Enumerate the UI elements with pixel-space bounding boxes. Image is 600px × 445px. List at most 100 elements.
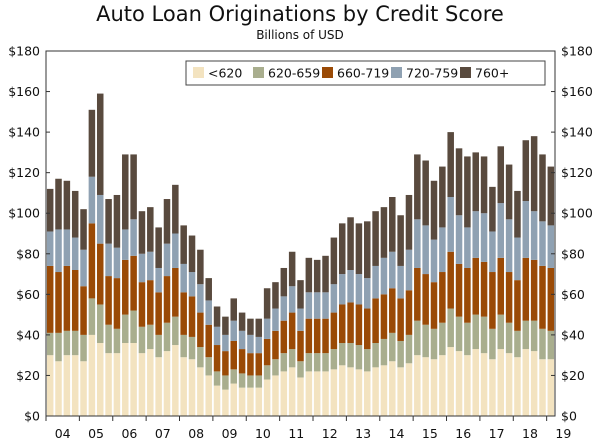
bar-segment-2018Q1-series-4 xyxy=(514,190,521,238)
bar-segment-2015Q1-series-4 xyxy=(414,154,421,220)
bar-segment-2013Q4-series-2 xyxy=(372,298,379,343)
bar-segment-2005Q4-series-3 xyxy=(105,243,112,277)
x-tick-label: 11 xyxy=(288,426,304,441)
legend-swatch-4 xyxy=(460,67,471,78)
bar-segment-2009Q4-series-1 xyxy=(238,373,246,388)
bar-segment-2009Q2-series-1 xyxy=(222,375,229,390)
bar-segment-2011Q2-series-4 xyxy=(288,251,296,287)
bar-segment-2007Q4-series-0 xyxy=(172,345,179,416)
bar-segment-2005Q2-series-1 xyxy=(88,298,96,335)
bar-segment-2008Q3-series-0 xyxy=(197,367,204,416)
bar-segment-2014Q2-series-3 xyxy=(389,251,396,289)
bar-segment-2016Q2-series-2 xyxy=(455,263,463,317)
chart-title: Auto Loan Originations by Credit Score xyxy=(96,2,504,26)
bar-segment-2009Q3-series-2 xyxy=(230,340,237,370)
bar-segment-2017Q1-series-0 xyxy=(480,353,488,416)
bar-segment-2016Q3-series-1 xyxy=(464,322,471,356)
y-tick-label-right: $120 xyxy=(561,165,593,180)
bar-segment-2013Q3-series-1 xyxy=(364,349,371,372)
x-tick-label: 04 xyxy=(55,426,71,441)
bar-segment-2017Q3-series-4 xyxy=(497,146,505,204)
bar-segment-2012Q2-series-4 xyxy=(322,255,329,293)
bar-segment-2012Q4-series-0 xyxy=(338,365,346,416)
bar-segment-2019Q1-series-4 xyxy=(547,166,555,226)
bar-segment-2004Q1-series-4 xyxy=(46,188,54,232)
chart-subtitle: Billions of USD xyxy=(256,28,344,42)
bar-segment-2019Q1-series-1 xyxy=(547,330,555,360)
bar-segment-2014Q1-series-3 xyxy=(380,257,388,295)
bar-segment-2011Q2-series-0 xyxy=(288,367,296,416)
bar-segment-2007Q3-series-4 xyxy=(163,199,171,244)
bar-segment-2016Q4-series-3 xyxy=(472,211,479,258)
bar-segment-2018Q3-series-2 xyxy=(530,259,538,321)
y-tick-label-right: $0 xyxy=(561,409,577,424)
bar-segment-2010Q4-series-4 xyxy=(272,282,279,309)
y-tick-label-left: $60 xyxy=(16,287,40,302)
bar-segment-2004Q3-series-3 xyxy=(63,229,71,266)
bar-segment-2011Q3-series-0 xyxy=(297,377,304,416)
bar-segment-2018Q3-series-3 xyxy=(530,211,538,260)
x-tick-label: 15 xyxy=(422,426,438,441)
bar-segment-2017Q2-series-4 xyxy=(489,186,496,232)
legend-label-0: <620 xyxy=(208,66,242,81)
bar-segment-2017Q4-series-3 xyxy=(505,219,513,273)
bar-segment-2011Q1-series-0 xyxy=(280,371,288,416)
bar-segment-2011Q3-series-2 xyxy=(297,330,304,362)
bar-segment-2006Q3-series-3 xyxy=(130,219,137,256)
bar-segment-2015Q1-series-3 xyxy=(414,219,421,268)
bar-segment-2017Q2-series-3 xyxy=(489,231,496,273)
bar-segment-2011Q3-series-1 xyxy=(297,361,304,378)
bar-segment-2004Q2-series-2 xyxy=(55,272,62,333)
y-tick-label-left: $120 xyxy=(8,165,40,180)
bar-segment-2007Q3-series-1 xyxy=(163,322,171,352)
bar-segment-2018Q3-series-4 xyxy=(530,136,538,212)
bar-segment-2013Q2-series-2 xyxy=(355,304,363,346)
bar-segment-2018Q4-series-1 xyxy=(539,328,546,360)
bar-segment-2019Q1-series-2 xyxy=(547,267,555,331)
bar-segment-2016Q3-series-3 xyxy=(464,227,471,268)
bar-segment-2015Q2-series-2 xyxy=(422,274,429,325)
bar-segment-2012Q3-series-2 xyxy=(330,312,338,350)
bar-segment-2013Q4-series-3 xyxy=(372,265,379,299)
bar-segment-2006Q1-series-1 xyxy=(113,328,121,354)
bar-segment-2008Q1-series-4 xyxy=(180,225,187,264)
bar-segment-2018Q2-series-3 xyxy=(522,201,530,258)
bar-segment-2006Q3-series-0 xyxy=(130,343,137,416)
x-axis-ticks: 04 05 06 07 08 09 10 11 12 13 14 15 16 17 18 19 xyxy=(45,416,571,441)
x-tick-label: 16 xyxy=(455,426,471,441)
bar-segment-2010Q2-series-2 xyxy=(255,353,263,376)
bar-segment-2007Q4-series-2 xyxy=(172,267,179,317)
bar-segment-2011Q2-series-3 xyxy=(288,286,296,313)
bar-segment-2018Q4-series-2 xyxy=(539,265,546,329)
bar-segment-2010Q1-series-1 xyxy=(247,375,254,388)
bar-segment-2013Q2-series-1 xyxy=(355,345,363,370)
bar-segment-2009Q4-series-2 xyxy=(238,349,246,374)
bar-segment-2013Q2-series-4 xyxy=(355,223,363,275)
bar-segment-2007Q2-series-4 xyxy=(155,227,162,268)
bar-segment-2017Q4-series-4 xyxy=(505,164,513,220)
bar-segment-2006Q2-series-3 xyxy=(122,229,129,260)
bar-segment-2015Q2-series-0 xyxy=(422,357,429,416)
bar-segment-2013Q3-series-4 xyxy=(364,221,371,279)
legend-swatch-2 xyxy=(322,67,333,78)
bar-segment-2017Q4-series-2 xyxy=(505,272,513,323)
bar-segment-2008Q4-series-4 xyxy=(205,278,212,301)
bar-segment-2013Q2-series-0 xyxy=(355,369,363,416)
bar-segment-2012Q4-series-3 xyxy=(338,274,346,305)
bar-segment-2010Q4-series-0 xyxy=(272,375,279,416)
bar-segment-2008Q3-series-2 xyxy=(197,312,204,348)
bar-segment-2017Q4-series-1 xyxy=(505,322,513,354)
bar-segment-2008Q1-series-0 xyxy=(180,357,187,416)
bar-segment-2006Q1-series-3 xyxy=(113,247,121,279)
bar-segment-2017Q2-series-0 xyxy=(489,359,496,416)
x-tick-label: 08 xyxy=(188,426,204,441)
bar-segment-2014Q4-series-3 xyxy=(405,249,413,291)
bar-segment-2017Q1-series-1 xyxy=(480,316,488,354)
bar-segment-2013Q1-series-0 xyxy=(347,367,354,416)
bar-segment-2004Q1-series-0 xyxy=(46,355,54,416)
bar-segment-2005Q1-series-1 xyxy=(80,334,87,362)
bar-segment-2009Q1-series-1 xyxy=(213,371,221,386)
bar-segment-2007Q2-series-1 xyxy=(155,334,162,358)
y-tick-label-left: $100 xyxy=(8,206,40,221)
